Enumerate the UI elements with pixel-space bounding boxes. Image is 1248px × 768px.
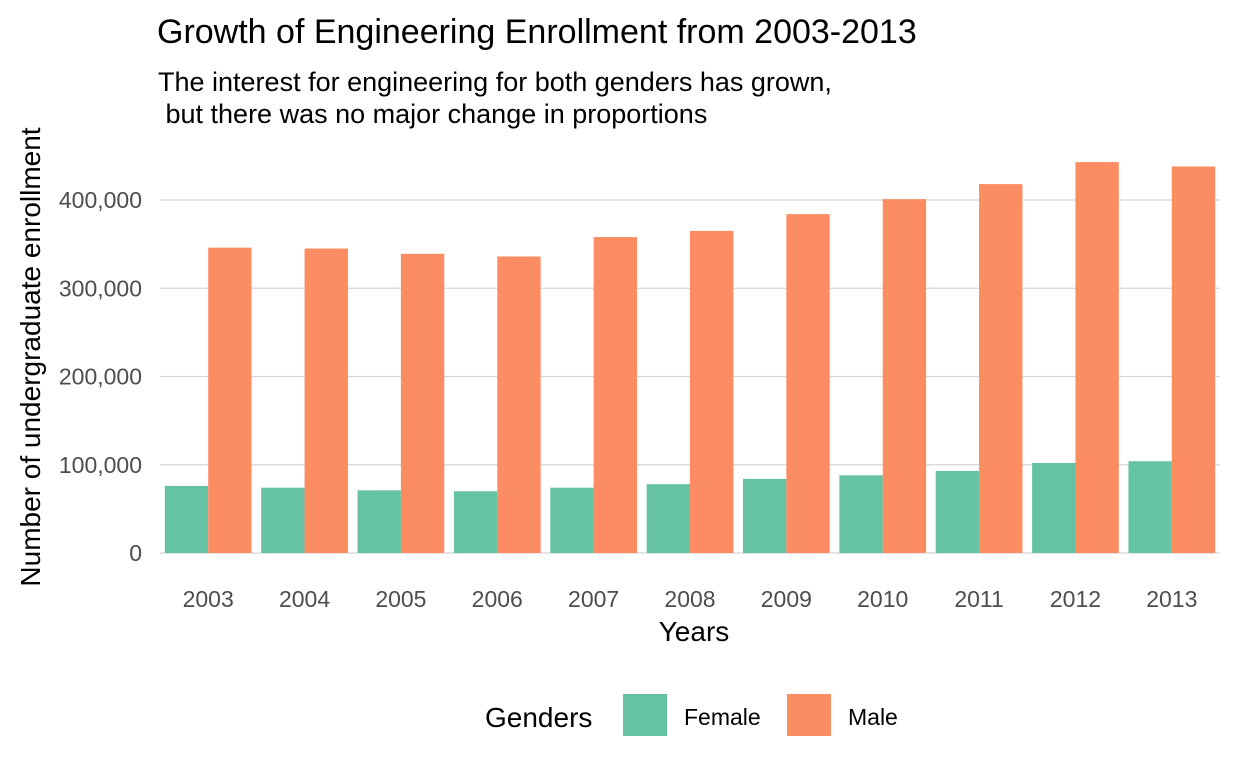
bar-male-2013: [1171, 166, 1216, 553]
y-tick-label: 400,000: [59, 187, 142, 213]
bar-male-2008: [690, 230, 734, 553]
bar-female-2005: [357, 490, 401, 553]
legend-swatch-female: [623, 694, 667, 736]
chart-title: Growth of Engineering Enrollment from 20…: [157, 13, 917, 51]
bar-male-2010: [882, 199, 927, 553]
bar-female-2003: [164, 485, 209, 553]
y-tick-label: 300,000: [59, 275, 142, 301]
bars: [164, 162, 1216, 554]
x-tick-label: 2008: [664, 586, 715, 612]
x-tick-label: 2004: [279, 586, 330, 612]
y-tick-label: 0: [129, 540, 142, 566]
legend-swatch-male: [787, 694, 831, 736]
bar-male-2011: [979, 184, 1023, 554]
y-axis-label: Number of undergraduate enrollment: [15, 127, 46, 586]
x-tick-label: 2010: [857, 586, 908, 612]
bar-male-2004: [304, 248, 348, 553]
y-tick-label: 100,000: [59, 452, 142, 478]
legend-title: Genders: [485, 702, 592, 733]
bar-female-2013: [1128, 461, 1172, 553]
x-axis-ticks: 2003 2004 2005 2006 2007 2008 2009 2010 2011 2012…: [183, 586, 1198, 612]
x-tick-label: 2003: [183, 586, 234, 612]
bar-male-2006: [497, 256, 541, 553]
bar-male-2007: [593, 237, 637, 553]
x-tick-label: 2013: [1146, 586, 1197, 612]
bar-female-2010: [839, 475, 883, 553]
bar-female-2006: [453, 491, 498, 553]
chart-subtitle-line-1: The interest for engineering for both ge…: [158, 67, 832, 97]
x-tick-label: 2012: [1050, 586, 1101, 612]
bar-female-2011: [935, 470, 980, 553]
bar-female-2004: [261, 487, 305, 553]
bar-female-2007: [550, 487, 594, 553]
bar-male-2003: [208, 247, 252, 553]
legend-label-male: Male: [848, 704, 898, 730]
chart-subtitle-line-2: but there was no major change in proport…: [158, 99, 707, 129]
legend-label-female: Female: [684, 704, 761, 730]
legend: Genders Female Male: [485, 694, 898, 736]
x-axis-label: Years: [659, 616, 730, 647]
x-tick-label: 2007: [568, 586, 619, 612]
x-tick-label: 2009: [761, 586, 812, 612]
bar-female-2009: [743, 478, 787, 553]
y-tick-label: 200,000: [59, 364, 142, 390]
bar-male-2009: [786, 214, 830, 553]
x-tick-label: 2006: [472, 586, 523, 612]
bar-female-2008: [646, 484, 690, 553]
x-tick-label: 2005: [375, 586, 426, 612]
bar-male-2012: [1075, 162, 1119, 554]
y-axis-ticks: 0 100,000 200,000 300,000 400,000: [59, 187, 142, 566]
bar-male-2005: [400, 253, 445, 553]
x-tick-label: 2011: [954, 586, 1003, 612]
bar-female-2012: [1032, 462, 1076, 553]
